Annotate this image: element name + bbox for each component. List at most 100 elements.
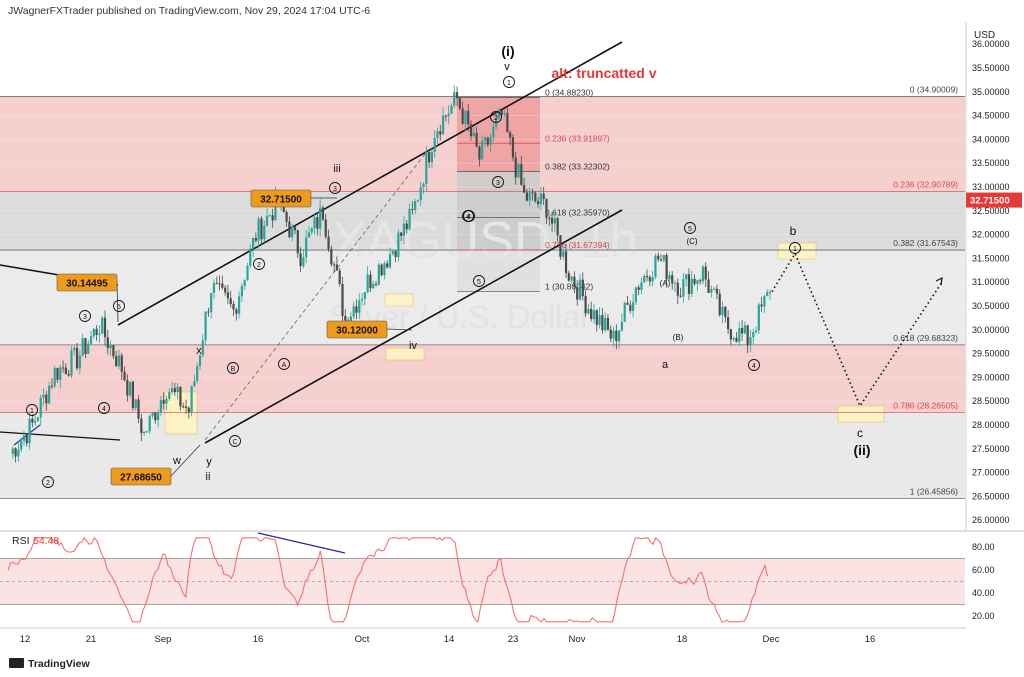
candle-body: [590, 308, 593, 320]
candle-body: [341, 283, 344, 316]
candle-body: [693, 278, 696, 284]
wave-circle: [462, 210, 474, 222]
candle-body: [721, 306, 724, 316]
candle-body: [232, 304, 235, 310]
candle-body: [726, 317, 730, 330]
candle-body: [615, 330, 618, 342]
candle-body: [226, 292, 230, 299]
highlight-box: [777, 242, 817, 260]
candle-body: [196, 365, 199, 382]
wave-label: v: [504, 61, 510, 73]
candle-body: [355, 306, 358, 313]
candle-body: [623, 302, 626, 322]
candle-body: [316, 217, 319, 229]
wave-circle: [789, 242, 801, 254]
candle-body: [14, 448, 17, 457]
wave-label: A: [282, 362, 287, 369]
candle-body: [22, 435, 26, 441]
candle-body: [53, 368, 56, 387]
candle-body: [64, 367, 67, 374]
x-tick-label: 21: [86, 634, 97, 645]
candle-body: [31, 418, 34, 423]
fib-zone-618-786: [0, 344, 965, 413]
candle-body: [458, 98, 461, 109]
candle-body: [81, 338, 84, 356]
x-tick-label: 16: [865, 634, 876, 645]
y-tick-label: 34.00000: [972, 134, 1010, 144]
fib-level-label: 0.618 (29.68323): [893, 333, 958, 343]
wave-label: 3: [83, 314, 87, 321]
x-tick-label: Nov: [569, 634, 586, 645]
candle-body: [251, 237, 255, 249]
wave-label: (C): [686, 237, 697, 246]
candle-body: [207, 311, 210, 313]
x-tick-label: Sep: [155, 634, 172, 645]
y-tick-label: 36.00000: [972, 39, 1010, 49]
candle-body: [39, 398, 42, 418]
projection-path: [771, 251, 943, 408]
last-price-label: 32.71500: [970, 196, 1010, 207]
candle-body: [103, 317, 107, 338]
wave-label: a: [662, 359, 669, 371]
candle-body: [204, 311, 207, 341]
candle-body: [578, 279, 582, 300]
fib-level-label: 0.382 (31.67543): [893, 238, 958, 248]
x-tick-label: Dec: [763, 634, 780, 645]
candle-body: [531, 192, 534, 194]
candle-body: [131, 381, 135, 409]
candle-body: [101, 317, 104, 334]
candle-body: [344, 315, 347, 321]
candle-body: [453, 92, 456, 106]
candle-body: [567, 273, 570, 281]
candle-body: [430, 151, 434, 163]
candle-body: [732, 337, 735, 340]
candle-body: [503, 112, 506, 115]
tradingview-brand: TradingView: [28, 658, 90, 670]
candle-body: [475, 132, 478, 147]
candle-body: [386, 263, 389, 268]
wave-label: 4: [102, 406, 106, 413]
candle-body: [352, 306, 355, 317]
fib-zones: [0, 96, 965, 499]
price-axis[interactable]: [966, 22, 1024, 530]
candle-body: [682, 279, 685, 297]
candle-body: [556, 218, 559, 236]
candle-body: [187, 407, 190, 413]
candle-body: [710, 288, 713, 293]
candle-body: [444, 115, 447, 117]
candle-body: [668, 275, 671, 280]
inner-fib-zone-low: [457, 250, 540, 292]
candle-body: [291, 226, 294, 238]
candle-body: [740, 328, 744, 334]
y-tick-label: 32.50000: [972, 206, 1010, 216]
price-callout-text: 32.71500: [260, 195, 302, 206]
candle-body: [687, 274, 691, 294]
wave-circle: [490, 111, 502, 123]
candle-body: [20, 440, 23, 450]
candle-body: [428, 152, 431, 163]
wave-circle: [253, 258, 265, 270]
y-tick-label: 33.50000: [972, 158, 1010, 168]
candle-body: [553, 218, 556, 224]
candle-body: [374, 283, 378, 285]
candle-body: [576, 287, 579, 300]
candle-body: [70, 350, 73, 376]
candle-body: [366, 274, 369, 293]
candle-body: [238, 296, 241, 314]
candle-body: [193, 381, 196, 387]
tradingview-logo[interactable]: TradingView: [9, 658, 90, 670]
rsi-pane[interactable]: 80.00 60.00 40.00 20.00: [0, 536, 995, 623]
wave-label: B: [231, 366, 236, 373]
candle-body: [129, 381, 132, 396]
candle-body: [523, 184, 526, 193]
inner-fib-label: 0 (34.88230): [545, 87, 593, 97]
candle-body: [109, 345, 112, 349]
wave-label: 2: [46, 480, 50, 487]
candle-body: [436, 131, 439, 139]
wave-label: 1: [30, 408, 34, 415]
candle-body: [757, 304, 760, 331]
candle-body: [548, 217, 551, 219]
candle-body: [67, 373, 70, 376]
candle-body: [645, 275, 649, 278]
